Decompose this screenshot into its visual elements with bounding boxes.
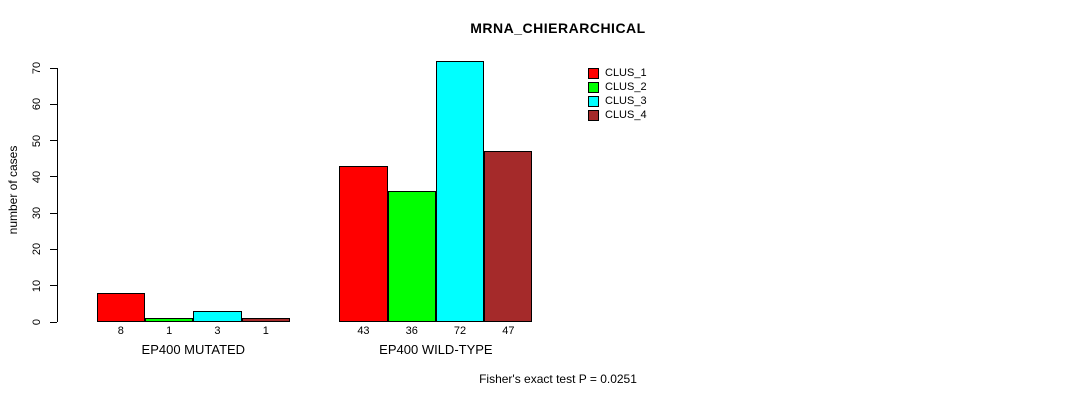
bar-value-label: 1 [262,325,269,337]
y-axis-line [57,68,58,322]
fisher-test-annotation: Fisher's exact test P = 0.0251 [479,372,637,386]
y-tick-label: 60 [31,98,43,111]
legend-label: CLUS_4 [605,109,647,121]
y-tick-mark [50,140,57,142]
legend-swatch-icon [588,81,599,93]
group-label-2: EP400 WILD-TYPE [379,342,493,357]
bar-value-label: 72 [453,325,467,337]
y-tick-mark [50,285,57,287]
legend-item-clus_2: CLUS_2 [588,80,647,94]
legend-item-clus_1: CLUS_1 [588,66,647,80]
y-tick-label: 0 [31,318,43,326]
legend-swatch-icon [588,95,599,107]
bar-value-label: 47 [502,325,515,337]
legend-label: CLUS_1 [605,67,647,79]
y-tick-label: 10 [31,279,43,292]
bar-clus_4-group2 [484,151,533,322]
y-tick-mark [50,176,57,178]
legend: CLUS_1 CLUS_2 CLUS_3 CLUS_4 [588,66,647,122]
y-tick-mark [50,103,57,105]
y-tick-label: 30 [31,207,43,220]
bar-clus_2-group1 [145,318,194,322]
bar-clus_4-group1 [241,318,290,322]
chart-title: MRNA_CHIERARCHICAL [470,20,646,36]
bar-value-label: 1 [166,325,173,337]
legend-label: CLUS_3 [605,95,647,107]
bar-value-label: 3 [214,325,221,337]
y-tick-label: 70 [31,61,43,75]
y-tick-label: 40 [31,170,43,183]
y-axis-label: number of cases [6,145,20,235]
y-tick-mark [50,248,57,250]
legend-item-clus_4: CLUS_4 [588,108,647,122]
y-tick-mark [50,212,57,214]
bar-value-label: 43 [357,325,370,337]
bar-clus_3-group1 [193,311,242,322]
group-label-1: EP400 MUTATED [141,342,246,357]
y-tick-label: 20 [31,243,43,256]
y-tick-mark [50,67,57,69]
bar-value-label: 8 [117,325,124,337]
bar-clus_1-group2 [339,165,388,322]
legend-item-clus_3: CLUS_3 [588,94,647,108]
bar-value-label: 36 [405,325,418,337]
legend-swatch-icon [588,67,599,79]
y-tick-mark [50,321,57,323]
bar-clus_3-group2 [435,60,485,322]
legend-label: CLUS_2 [605,81,647,93]
legend-swatch-icon [588,109,599,121]
bar-clus_1-group1 [96,292,145,322]
bar-clus_2-group2 [387,191,436,322]
y-tick-label: 50 [31,134,43,147]
